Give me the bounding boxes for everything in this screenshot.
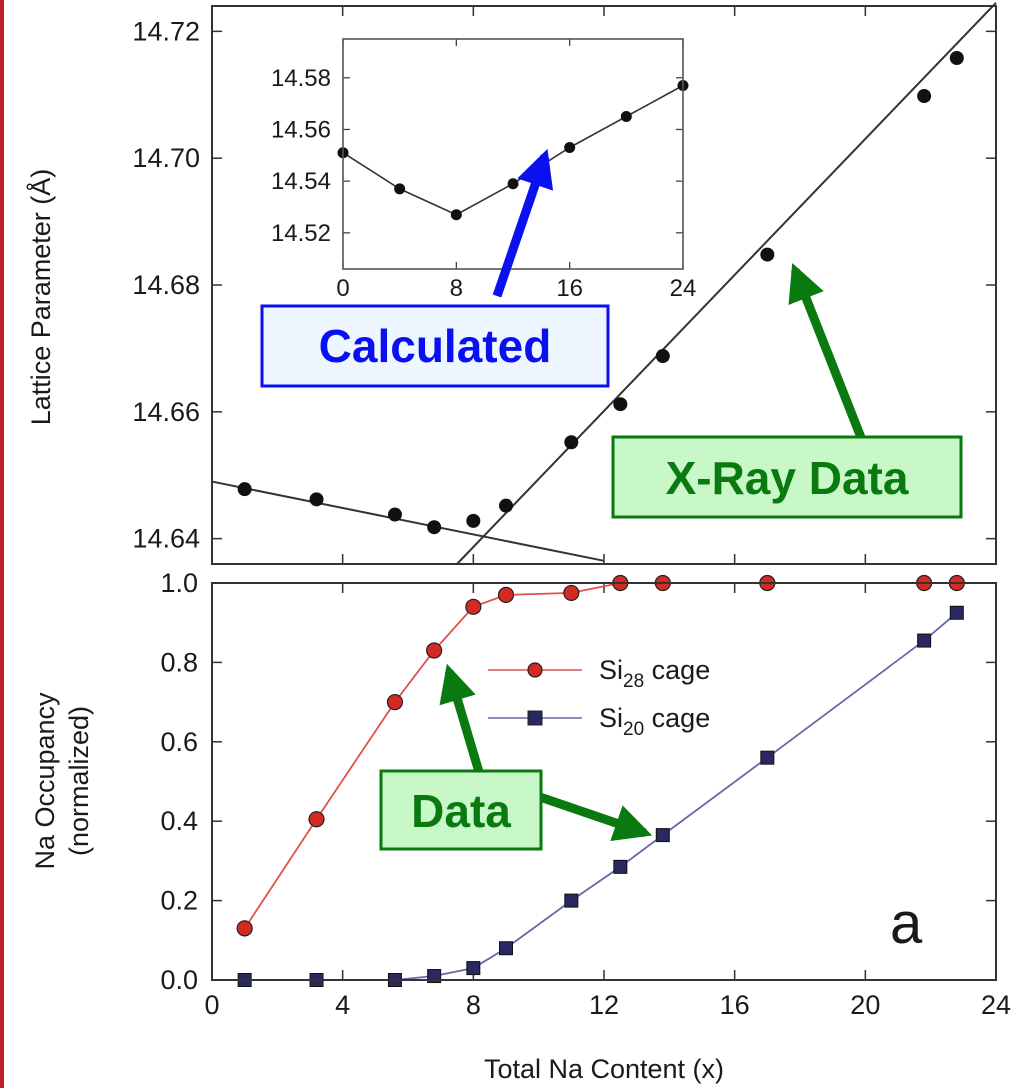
top-data-point — [499, 498, 513, 513]
data-arrow-blue — [538, 792, 653, 842]
top-data-point — [917, 89, 932, 104]
top-data-point — [387, 507, 402, 522]
top-data-point — [655, 349, 670, 364]
bottom-y-axis-label-line2: (normalized) — [64, 706, 94, 856]
si28-point — [426, 642, 443, 659]
bottom-series — [236, 574, 965, 987]
bottom-y-tick-label: 1.0 — [160, 568, 198, 598]
data-label: Data — [411, 785, 511, 837]
bottom-x-tick-label: 8 — [466, 990, 481, 1020]
si28-point — [465, 598, 482, 615]
legend-label-si20: Si20 cage — [599, 703, 710, 740]
si28-point — [386, 693, 404, 711]
bottom-x-tick-label: 24 — [981, 990, 1011, 1020]
si28-point — [563, 584, 580, 602]
si20-point — [917, 633, 932, 648]
left-edge-bar — [0, 0, 4, 1088]
callouts: Calculated X-Ray Data Data — [260, 148, 963, 851]
bottom-y-axis-label-line1: Na Occupancy — [30, 692, 60, 870]
top-fit-lines — [211, 2, 997, 565]
bottom-y-tick-label: 0.0 — [160, 965, 198, 995]
si20-point — [466, 961, 481, 976]
inset-points — [337, 80, 689, 221]
calculated-box — [260, 304, 610, 388]
data-box — [379, 769, 543, 851]
si20-point — [655, 828, 670, 843]
bottom-y-tick-label: 0.6 — [160, 727, 198, 757]
bottom-plot-frame — [211, 582, 997, 981]
fit-line-2 — [456, 2, 997, 565]
inset-point — [394, 183, 406, 195]
si28-point — [497, 586, 515, 604]
inset-y-tick-label: 14.58 — [271, 65, 331, 92]
xray-arrow — [788, 262, 867, 442]
top-data-point — [613, 397, 628, 412]
si20-point — [949, 605, 964, 620]
inset-point — [620, 111, 632, 123]
bottom-x-tick-label: 12 — [589, 990, 619, 1020]
inset-point — [450, 209, 462, 221]
inset-tick-labels: 14.52 14.54 14.56 14.58 0 8 16 24 — [271, 65, 696, 302]
si20-point — [613, 859, 628, 874]
inset-point — [507, 178, 519, 190]
top-panel: 14.64 14.66 14.68 14.70 14.72 Lattice Parame… — [25, 2, 997, 565]
si20-point — [564, 893, 579, 908]
inset-x-tick-label: 0 — [336, 275, 349, 302]
top-data-point — [309, 492, 324, 507]
inset-point — [564, 142, 576, 154]
panel-label: a — [890, 891, 923, 956]
bottom-x-tick-label: 16 — [720, 990, 750, 1020]
fit-line-1 — [211, 480, 605, 562]
inset-background — [343, 39, 683, 269]
top-data-point — [427, 520, 442, 535]
xray-box — [611, 435, 963, 519]
inset-chart: 14.52 14.54 14.56 14.58 0 8 16 24 — [271, 38, 696, 302]
inset-x-tick-label: 24 — [670, 275, 697, 302]
bottom-x-tick-label: 0 — [204, 990, 219, 1020]
top-y-axis-label: Lattice Parameter (Å) — [25, 169, 56, 426]
bottom-x-tick-label: 20 — [850, 990, 880, 1020]
bottom-y-tick-label: 0.4 — [160, 806, 198, 836]
top-y-tick-label: 14.70 — [132, 143, 200, 173]
top-plot-frame — [211, 5, 997, 565]
top-y-tick-label: 14.72 — [132, 16, 200, 46]
bottom-tick-labels: 0.0 0.2 0.4 0.6 0.8 1.0 0 4 8 12 16 20 24 — [160, 568, 1011, 1020]
si20-point — [499, 941, 513, 956]
top-y-tick-label: 14.68 — [132, 270, 200, 300]
top-y-tick-label: 14.66 — [132, 397, 200, 427]
inset-frame — [342, 38, 684, 270]
bottom-ticks — [211, 582, 997, 981]
bottom-x-tick-label: 4 — [335, 990, 350, 1020]
top-y-tick-label: 14.64 — [132, 524, 200, 554]
series-line-28 — [243, 582, 957, 929]
bottom-y-tick-label: 0.8 — [160, 647, 198, 677]
legend-marker-si28 — [527, 662, 543, 678]
bottom-panel: 0.0 0.2 0.4 0.6 0.8 1.0 0 4 8 12 16 20 24 Total Na C… — [30, 568, 1011, 1084]
x-axis-label: Total Na Content (x) — [484, 1054, 724, 1084]
top-data-point — [237, 482, 252, 497]
top-data-point — [564, 435, 579, 450]
legend-marker-si20 — [527, 710, 543, 726]
inset-x-tick-label: 16 — [556, 275, 583, 302]
inset-y-tick-label: 14.54 — [271, 168, 331, 195]
top-data-points — [237, 50, 964, 535]
bottom-y-tick-label: 0.2 — [160, 886, 198, 916]
legend: Si28 cage Si20 cage — [488, 655, 710, 740]
legend-label-si28: Si28 cage — [599, 655, 710, 692]
top-data-point — [949, 50, 964, 65]
top-y-tick-labels: 14.64 14.66 14.68 14.70 14.72 — [132, 16, 200, 553]
xray-label: X-Ray Data — [666, 452, 909, 504]
inset-y-tick-label: 14.52 — [271, 220, 331, 247]
si28-point — [308, 811, 325, 828]
calculated-label: Calculated — [319, 320, 552, 372]
top-data-point — [466, 513, 481, 528]
inset-x-tick-label: 8 — [450, 275, 463, 302]
si20-point — [760, 750, 775, 765]
inset-y-tick-label: 14.56 — [271, 116, 331, 143]
calculated-arrow — [492, 148, 554, 298]
si28-point — [236, 920, 253, 937]
data-arrow-red — [439, 663, 484, 774]
top-data-point — [760, 247, 775, 262]
